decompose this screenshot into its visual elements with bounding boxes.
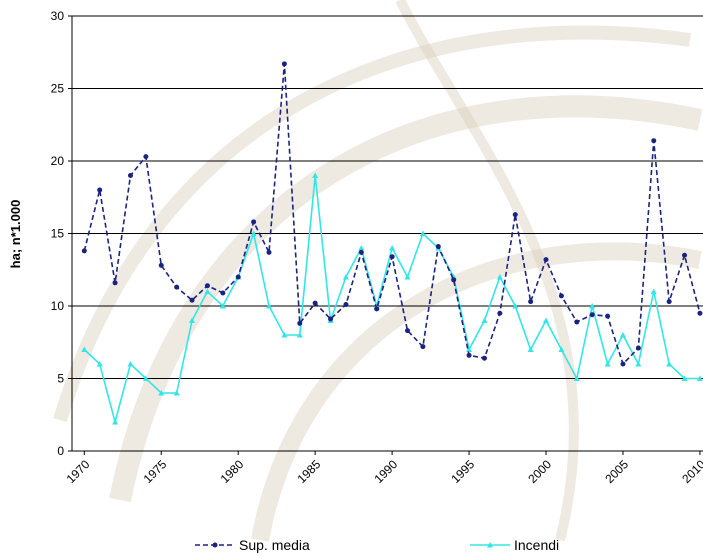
data-point bbox=[451, 277, 456, 282]
data-point bbox=[497, 311, 502, 316]
data-point bbox=[236, 275, 241, 280]
data-point bbox=[481, 318, 487, 324]
data-point bbox=[405, 274, 411, 280]
data-point bbox=[420, 344, 425, 349]
data-point bbox=[559, 293, 564, 298]
data-point bbox=[543, 318, 549, 324]
y-tick-label: 15 bbox=[51, 227, 65, 241]
y-axis-label: ha; n*1.000 bbox=[8, 200, 23, 269]
legend-item: Sup. media bbox=[195, 537, 310, 553]
data-point bbox=[143, 154, 148, 159]
data-point bbox=[359, 250, 364, 255]
data-point bbox=[528, 299, 533, 304]
data-point bbox=[159, 263, 164, 268]
y-tick-label: 5 bbox=[57, 372, 64, 386]
data-point bbox=[666, 361, 672, 367]
data-point bbox=[513, 212, 518, 217]
data-point bbox=[97, 188, 102, 193]
data-point bbox=[682, 253, 687, 258]
data-point bbox=[128, 173, 133, 178]
data-point bbox=[174, 285, 179, 290]
background-decoration bbox=[60, 0, 700, 540]
y-tick-label: 25 bbox=[51, 82, 65, 96]
legend-item: Incendi bbox=[470, 537, 559, 553]
x-tick-label: 2010 bbox=[679, 457, 703, 486]
y-tick-label: 10 bbox=[51, 299, 65, 313]
legend-label: Sup. media bbox=[239, 537, 310, 553]
data-point bbox=[436, 244, 441, 249]
x-tick-label: 2005 bbox=[602, 457, 631, 486]
data-point bbox=[605, 314, 610, 319]
data-point bbox=[605, 361, 611, 367]
x-tick-label: 1995 bbox=[448, 457, 477, 486]
data-point bbox=[374, 306, 379, 311]
chart: ha; n*1.000 0 5 10 15 20 25 30 1970 1975 1980 1985… bbox=[0, 0, 703, 556]
data-point bbox=[266, 250, 271, 255]
data-point bbox=[467, 353, 472, 358]
data-point bbox=[343, 274, 349, 280]
data-point bbox=[389, 245, 395, 251]
data-point bbox=[620, 332, 626, 338]
data-point bbox=[343, 302, 348, 307]
data-point bbox=[620, 362, 625, 367]
data-point bbox=[251, 219, 256, 224]
data-point bbox=[405, 328, 410, 333]
y-tick-label: 20 bbox=[51, 154, 65, 168]
data-point bbox=[667, 299, 672, 304]
data-point bbox=[297, 321, 302, 326]
x-tick-label: 1980 bbox=[218, 457, 247, 486]
data-point bbox=[113, 280, 118, 285]
data-point bbox=[390, 254, 395, 259]
data-point bbox=[636, 346, 641, 351]
x-tick-label: 2000 bbox=[525, 457, 554, 486]
x-tick-label: 1975 bbox=[141, 457, 170, 486]
data-point bbox=[590, 312, 595, 317]
x-tick-label: 1970 bbox=[64, 457, 93, 486]
data-point bbox=[127, 361, 133, 367]
x-tick-label: 1990 bbox=[371, 457, 400, 486]
data-point bbox=[574, 319, 579, 324]
data-point bbox=[651, 289, 657, 295]
data-point bbox=[313, 301, 318, 306]
data-point bbox=[205, 283, 210, 288]
data-point bbox=[635, 361, 641, 367]
data-point bbox=[697, 311, 702, 316]
data-point bbox=[528, 347, 534, 353]
data-point bbox=[544, 257, 549, 262]
y-tick-label: 30 bbox=[51, 9, 65, 23]
x-tick-label: 1985 bbox=[295, 457, 324, 486]
data-point bbox=[82, 248, 87, 253]
data-point bbox=[220, 290, 225, 295]
data-point bbox=[112, 419, 118, 425]
data-point bbox=[190, 298, 195, 303]
y-tick-label: 0 bbox=[57, 444, 64, 458]
data-point bbox=[651, 138, 656, 143]
legend-label: Incendi bbox=[514, 537, 559, 553]
legend-marker bbox=[213, 543, 218, 548]
data-point bbox=[282, 61, 287, 66]
data-point bbox=[328, 317, 333, 322]
data-point bbox=[482, 356, 487, 361]
